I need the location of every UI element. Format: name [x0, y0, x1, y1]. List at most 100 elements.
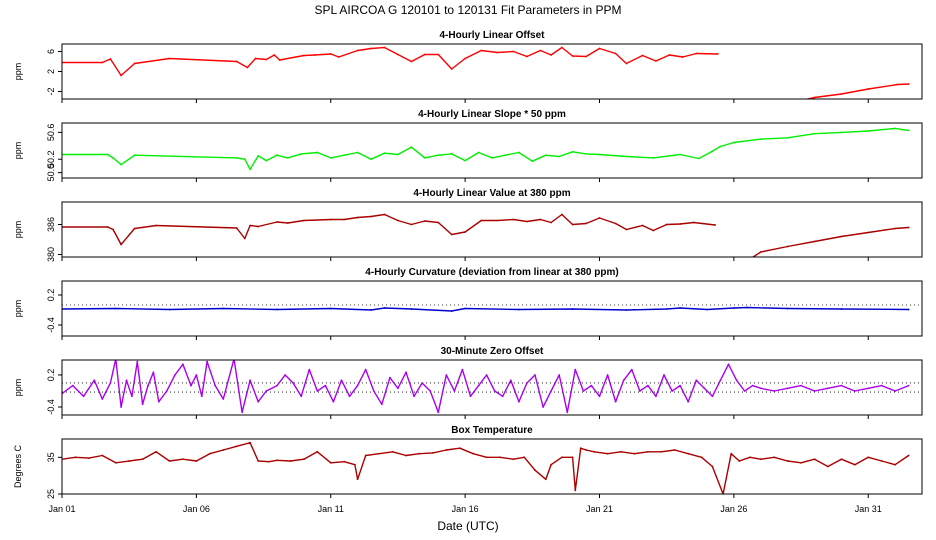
- data-point-zero: [566, 411, 569, 414]
- panel-zero: 30-Minute Zero Offset ppm -0.4 0.2: [13, 346, 923, 419]
- data-point-zero: [518, 400, 520, 403]
- data-point-temperature: [606, 452, 609, 455]
- data-point-slope: [464, 159, 466, 162]
- data-point-slope: [571, 150, 574, 153]
- data-point-zero: [308, 368, 311, 371]
- data-point-zero: [413, 395, 415, 398]
- data-point-zero: [389, 376, 391, 379]
- y-tick-label-temperature: 25: [46, 489, 56, 499]
- y-label-zero: ppm: [13, 379, 23, 397]
- data-point-offset: [813, 96, 816, 99]
- data-point-zero: [222, 398, 225, 400]
- data-point-offset: [101, 61, 104, 64]
- panel-value: 4-Hourly Linear Value at 380 ppm ppm 380 38…: [13, 188, 923, 262]
- y-tick-label-slope: 50.6: [46, 124, 56, 142]
- data-point-zero: [136, 360, 139, 363]
- data-point-zero: [469, 395, 472, 398]
- data-point-slope: [300, 153, 303, 155]
- data-point-temperature: [222, 449, 225, 451]
- data-point-value: [840, 235, 843, 238]
- data-point-zero: [340, 379, 343, 382]
- data-point-value: [625, 228, 628, 231]
- data-point-temperature: [303, 458, 305, 461]
- data-point-zero: [324, 384, 327, 387]
- data-point-value: [641, 224, 644, 227]
- y-tick-label-value: 386: [46, 217, 56, 232]
- data-point-zero: [840, 384, 843, 387]
- data-point-temperature: [571, 456, 574, 459]
- data-point-offset: [246, 66, 249, 69]
- data-point-slope: [329, 157, 332, 159]
- data-point-offset: [550, 54, 552, 56]
- data-point-value: [759, 251, 762, 253]
- data-point-temperature: [354, 463, 356, 466]
- data-point-zero: [249, 379, 252, 382]
- data-point-temperature: [593, 450, 595, 453]
- data-point-temperature: [534, 469, 536, 472]
- data-point-offset: [337, 56, 340, 58]
- data-point-zero: [853, 390, 856, 392]
- data-point-value: [867, 231, 870, 234]
- data-point-zero: [703, 387, 706, 390]
- data-point-zero: [638, 390, 641, 392]
- data-point-zero: [867, 387, 870, 390]
- data-point-zero: [437, 411, 440, 414]
- series-line-value-1: [751, 226, 909, 257]
- data-point-curvature: [464, 307, 466, 310]
- data-point-zero: [695, 379, 698, 382]
- panel-curvature: 4-Hourly Curvature (deviation from linea…: [13, 267, 923, 340]
- data-point-offset: [397, 53, 399, 56]
- data-point-slope: [477, 151, 480, 154]
- data-point-offset: [480, 49, 483, 52]
- x-tick-label: Jan 26: [720, 504, 747, 514]
- data-point-offset: [526, 55, 528, 58]
- data-point-slope: [370, 158, 372, 161]
- data-point-value: [464, 231, 466, 233]
- data-point-slope: [249, 168, 252, 171]
- data-point-temperature: [472, 452, 475, 455]
- data-point-offset: [265, 58, 268, 61]
- panel-frame-temperature: [61, 438, 923, 495]
- data-point-temperature: [512, 458, 515, 461]
- data-point-temperature: [544, 478, 547, 481]
- panel-title-value: 4-Hourly Linear Value at 380 ppm: [413, 188, 570, 199]
- data-point-value: [397, 219, 399, 222]
- data-point-slope: [759, 138, 762, 141]
- data-point-zero: [542, 406, 544, 408]
- data-point-zero: [397, 387, 399, 390]
- data-point-temperature: [432, 452, 434, 454]
- data-point-temperature: [276, 459, 278, 462]
- data-point-slope: [840, 131, 843, 134]
- data-point-value: [512, 218, 515, 221]
- data-point-zero: [125, 379, 128, 382]
- data-point-zero: [614, 400, 617, 403]
- data-point-zero: [493, 390, 496, 392]
- data-point-offset: [329, 53, 332, 55]
- data-point-temperature: [418, 452, 421, 455]
- data-point-offset: [655, 60, 657, 62]
- data-point-curvature: [706, 308, 708, 311]
- y-tick-label-temperature: 35: [46, 452, 56, 462]
- data-point-offset: [614, 52, 617, 55]
- data-point-offset: [120, 74, 122, 77]
- data-point-slope: [112, 157, 114, 159]
- data-point-zero: [477, 384, 480, 387]
- data-point-zero: [711, 395, 714, 398]
- data-point-slope: [437, 154, 440, 157]
- data-point-curvature: [450, 310, 453, 312]
- data-point-zero: [606, 374, 609, 376]
- data-point-slope: [907, 129, 910, 132]
- data-point-temperature: [786, 460, 789, 462]
- data-point-curvature: [410, 308, 413, 310]
- data-point-curvature: [222, 307, 225, 310]
- data-point-value: [786, 245, 789, 248]
- data-point-zero: [727, 363, 730, 366]
- data-point-zero: [348, 395, 351, 398]
- data-point-zero: [316, 390, 319, 392]
- data-point-zero: [622, 379, 625, 382]
- data-point-temperature: [88, 457, 90, 459]
- data-point-temperature: [289, 460, 292, 462]
- panel-frame-slope: [61, 122, 923, 179]
- data-point-temperature: [208, 452, 211, 455]
- data-point-value: [585, 222, 587, 225]
